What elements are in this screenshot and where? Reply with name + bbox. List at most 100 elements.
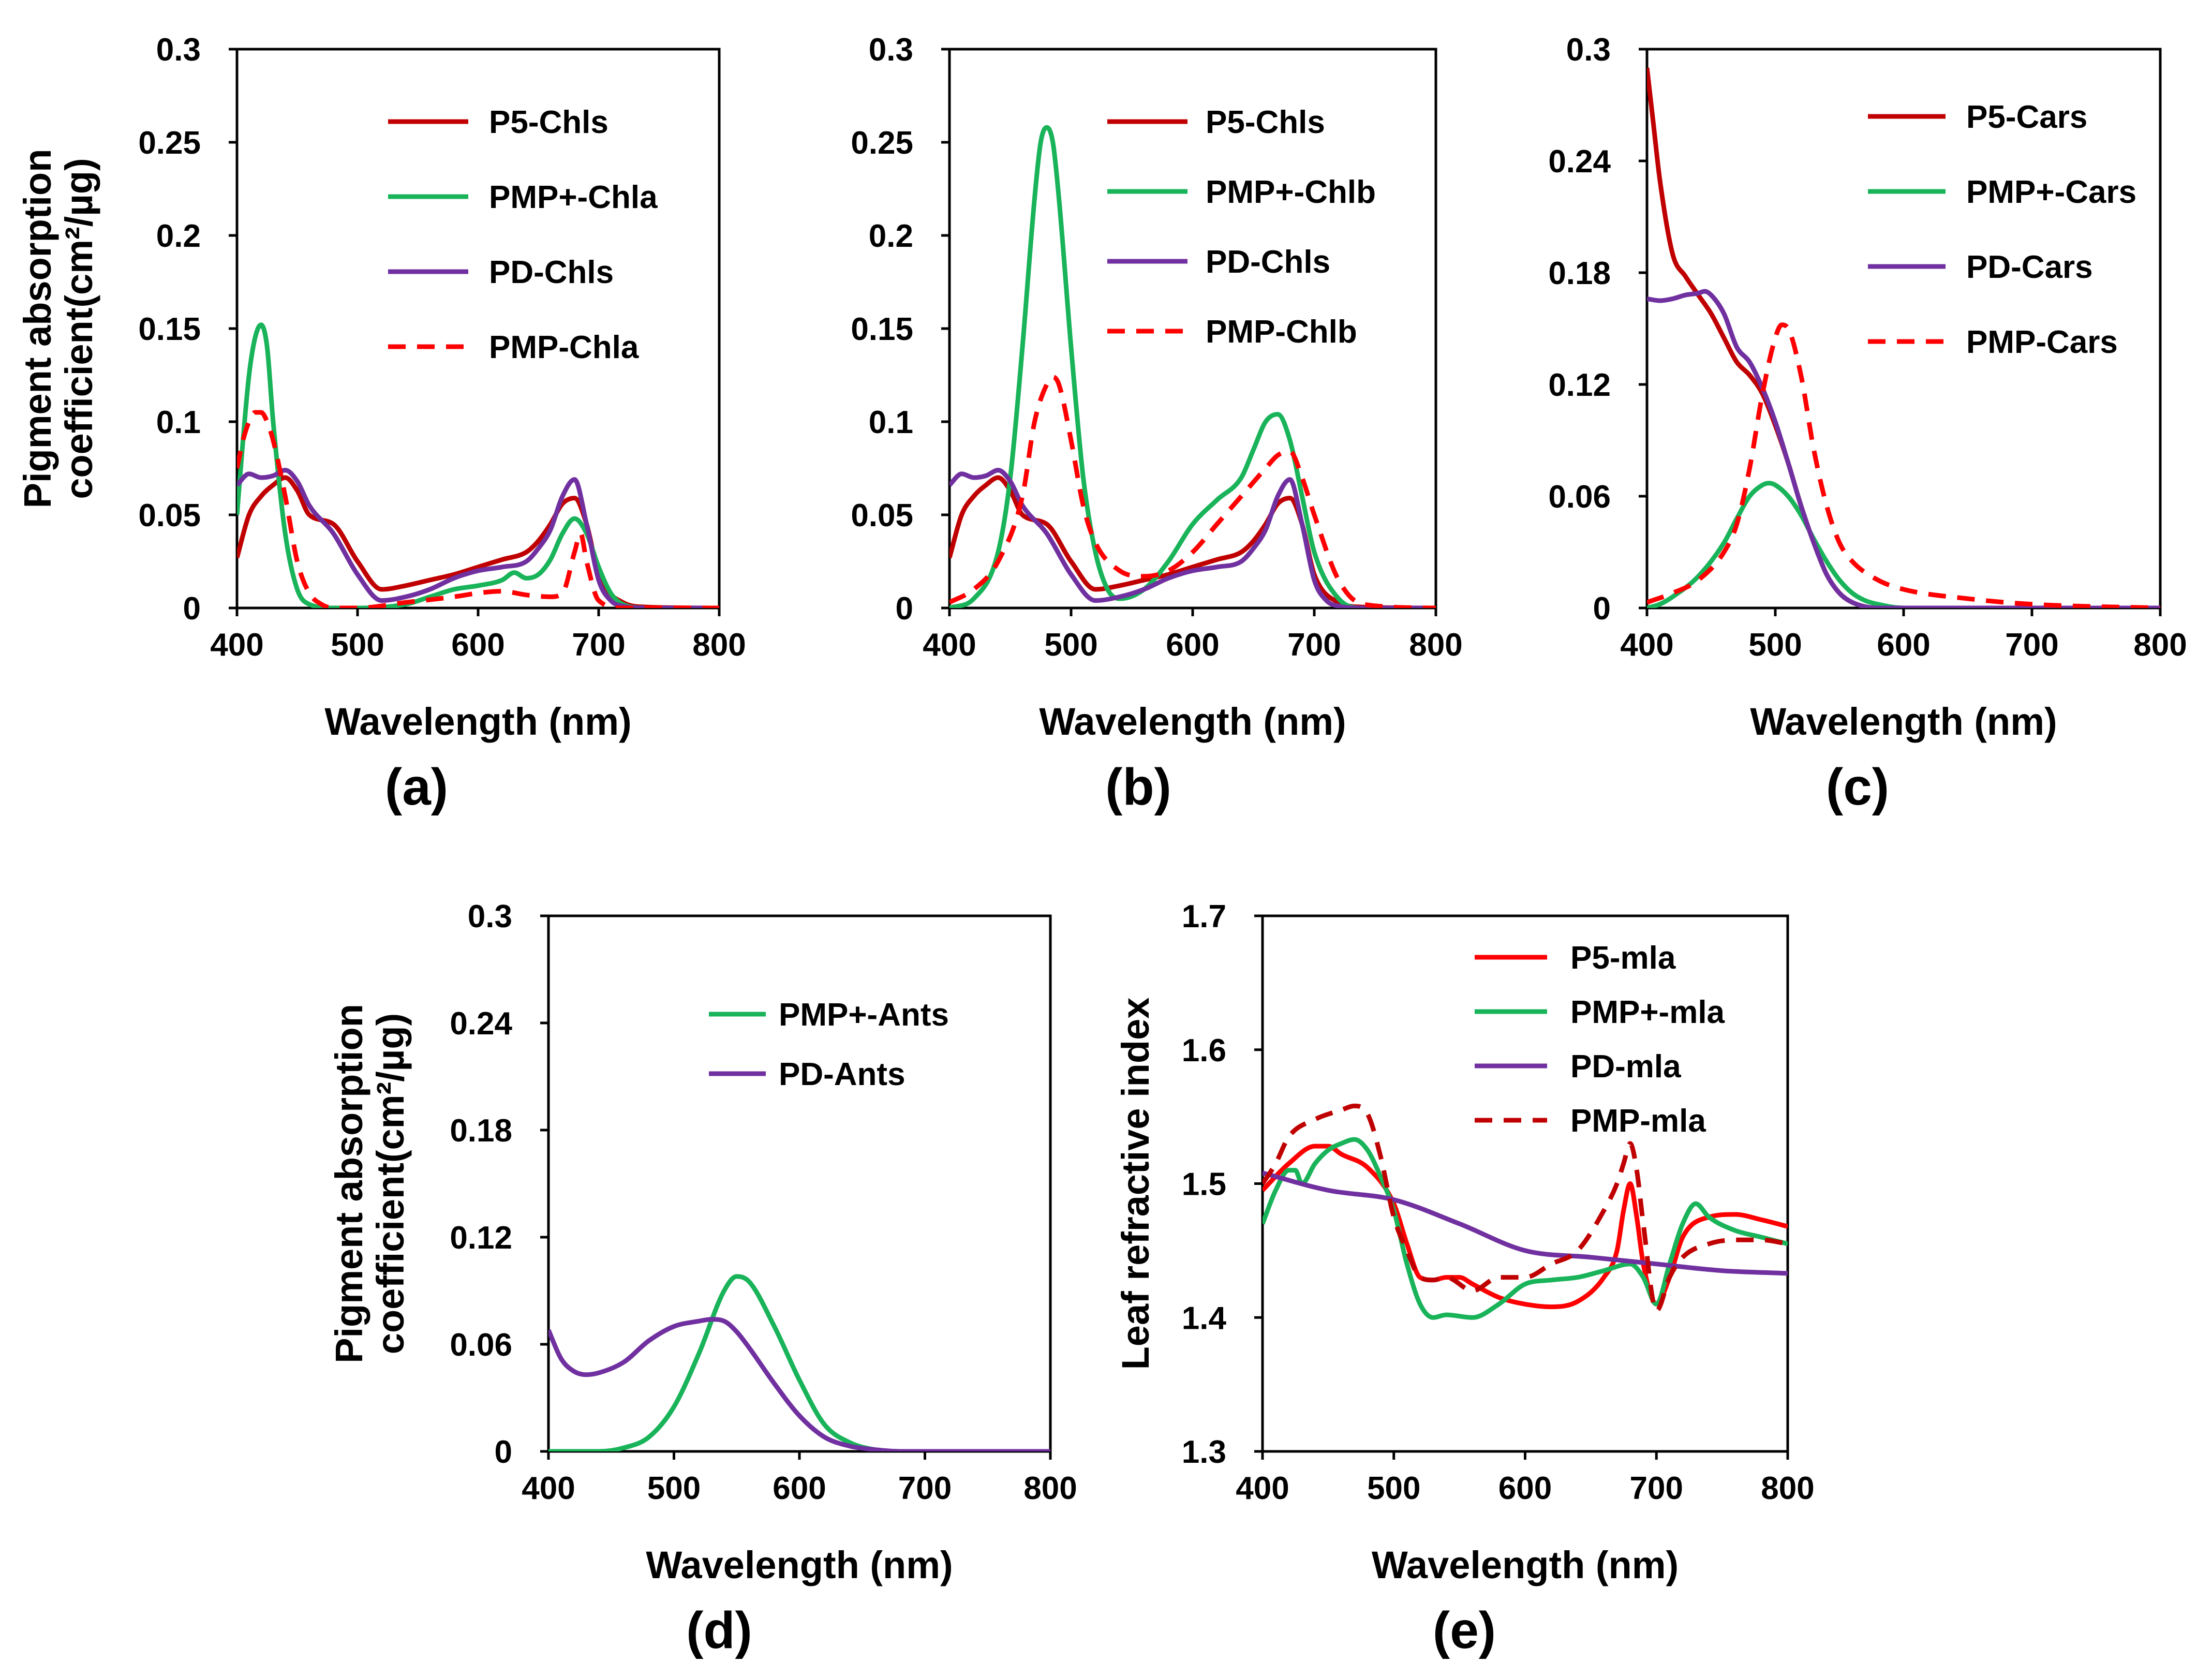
y-tick-label: 0.24 (1548, 144, 1611, 180)
panel-label: (c) (1826, 758, 1889, 816)
x-axis-label: Wavelength (nm) (324, 700, 631, 743)
series-line-p5-chls (237, 475, 719, 608)
series-line-pmp-cars (1647, 481, 2160, 608)
chart-panel-5: 400 500 600 700 800 1.3 1.4 1.5 1.6 1.7 Wavelength… (1114, 899, 1815, 1659)
y-tick-label: 0 (1593, 591, 1611, 627)
panel-label: (b) (1105, 758, 1171, 816)
y-tick-label: 0.2 (156, 218, 201, 254)
x-tick-label: 800 (1409, 627, 1462, 663)
x-tick-label: 400 (1236, 1471, 1289, 1506)
chart-panel-4: 400 500 600 700 800 0 0.06 0.12 0.18 0.24 0.3 Wavel… (328, 899, 1077, 1659)
y-tick-label: 0.12 (1548, 367, 1611, 403)
series-line-pd-ants (548, 1317, 1050, 1451)
series-line-pmp-mla (1263, 1137, 1788, 1320)
x-tick-label: 600 (451, 627, 504, 663)
legend: P5-Chls PMP+-Chla PD-Chls PMP-Chla (388, 105, 658, 365)
x-tick-label: 700 (572, 627, 625, 663)
legend-label: PMP-Chla (489, 330, 639, 365)
legend-label: PD-Chls (489, 255, 614, 290)
legend-label: PMP+-Ants (779, 997, 949, 1033)
y-tick-label: 0.05 (138, 498, 201, 533)
series-line-pmp-chla (237, 410, 719, 608)
x-tick-label: 600 (1166, 627, 1219, 663)
y-tick-label: 1.3 (1182, 1434, 1226, 1470)
y-tick-label: 0.25 (851, 125, 913, 161)
y-axis-label-line-2: coefficient(cm²/µg) (57, 158, 100, 499)
legend-label: PD-Cars (1966, 249, 2093, 285)
x-tick-label: 500 (1044, 627, 1097, 663)
series-line-pd-chls (949, 468, 1436, 608)
legend-label: PMP-Cars (1966, 324, 2118, 360)
x-tick-label: 600 (773, 1471, 826, 1506)
legend: PMP+-Ants PD-Ants (709, 997, 949, 1092)
y-tick-label: 1.4 (1182, 1300, 1227, 1336)
x-tick-label: 400 (210, 627, 263, 663)
legend-label: P5-Chls (489, 105, 608, 140)
y-tick-label: 0.2 (869, 218, 913, 254)
legend-label: PMP+-Cars (1966, 174, 2136, 210)
legend-label: PMP+-mla (1570, 995, 1725, 1030)
y-tick-label: 0 (896, 591, 913, 627)
series-line-pmp-cars (1647, 322, 2160, 608)
y-axis-label-line-1: Pigment absorption (328, 1004, 370, 1363)
y-tick-label: 0.06 (1548, 479, 1611, 515)
chart-panel-2: 400 500 600 700 800 0 0.05 0.1 0.15 0.2 0.25 0.3 Wav… (851, 32, 1462, 816)
x-axis-label: Wavelength (nm) (646, 1544, 953, 1586)
y-tick-label: 0.3 (869, 32, 913, 68)
x-axis-label: Wavelength (nm) (1039, 700, 1346, 743)
y-tick-label: 0.24 (450, 1006, 512, 1042)
y-tick-label: 0.05 (851, 498, 913, 533)
x-tick-label: 800 (692, 627, 746, 663)
y-tick-label: 1.7 (1182, 899, 1226, 934)
legend-label: PMP-mla (1570, 1103, 1706, 1139)
x-tick-label: 400 (923, 627, 976, 663)
y-tick-label: 0.15 (138, 311, 201, 347)
x-tick-label: 700 (898, 1471, 952, 1506)
y-tick-label: 0 (183, 591, 201, 627)
y-tick-label: 0 (495, 1434, 512, 1470)
y-axis-label-line-2: coefficient(cm²/µg) (369, 1013, 412, 1354)
y-tick-label: 0.3 (468, 899, 512, 934)
legend: P5-Cars PMP+-Cars PD-Cars PMP-Cars (1868, 99, 2136, 360)
x-tick-label: 500 (1367, 1471, 1420, 1506)
legend-label: PD-Chls (1206, 244, 1330, 280)
y-tick-label: 1.6 (1182, 1033, 1226, 1068)
y-axis-label: Leaf refractive index (1114, 998, 1157, 1370)
x-axis-label: Wavelength (nm) (1372, 1544, 1679, 1586)
x-tick-label: 700 (1287, 627, 1341, 663)
y-tick-label: 0.15 (851, 311, 913, 347)
chart-panel-1: 400 500 600 700 800 0 0.05 0.1 0.15 0.2 0.25 0.3 Wav… (16, 32, 746, 816)
x-tick-label: 500 (1748, 627, 1802, 663)
panel-label: (d) (686, 1601, 752, 1659)
legend-label: P5-Cars (1966, 99, 2087, 135)
y-tick-label: 0.25 (138, 125, 201, 161)
x-tick-label: 500 (647, 1471, 701, 1506)
legend-label: P5-Chls (1206, 105, 1325, 140)
x-tick-label: 600 (1877, 627, 1930, 663)
legend-label: PD-mla (1570, 1049, 1681, 1085)
panel-label: (e) (1433, 1601, 1496, 1659)
x-tick-label: 800 (1761, 1471, 1814, 1506)
series-line-pd-cars (1647, 289, 2160, 608)
series-line-p5-chls (949, 475, 1436, 608)
y-tick-label: 0.3 (156, 32, 201, 68)
legend-label: PMP-Chlb (1206, 314, 1357, 350)
legend: P5-Chls PMP+-Chlb PD-Chls PMP-Chlb (1107, 105, 1376, 350)
y-tick-label: 0.1 (869, 405, 913, 440)
x-tick-label: 800 (2133, 627, 2187, 663)
legend-label: PMP+-Chla (489, 180, 658, 215)
series-line-pd-chls (237, 468, 719, 608)
legend-label: PD-Ants (779, 1057, 905, 1092)
x-tick-label: 600 (1498, 1471, 1552, 1506)
y-tick-label: 0.18 (450, 1113, 512, 1149)
panel-label: (a) (385, 758, 448, 816)
x-tick-label: 400 (522, 1471, 575, 1506)
y-axis-label-line-1: Pigment absorption (16, 149, 59, 509)
y-tick-label: 0.06 (450, 1327, 512, 1363)
x-tick-label: 800 (1023, 1471, 1077, 1506)
chart-panel-3: 400 500 600 700 800 0 0.06 0.12 0.18 0.24 0.3 Wavel… (1548, 32, 2187, 816)
x-tick-label: 400 (1620, 627, 1673, 663)
legend-label: PMP+-Chlb (1206, 174, 1376, 210)
y-tick-label: 0.18 (1548, 256, 1611, 291)
